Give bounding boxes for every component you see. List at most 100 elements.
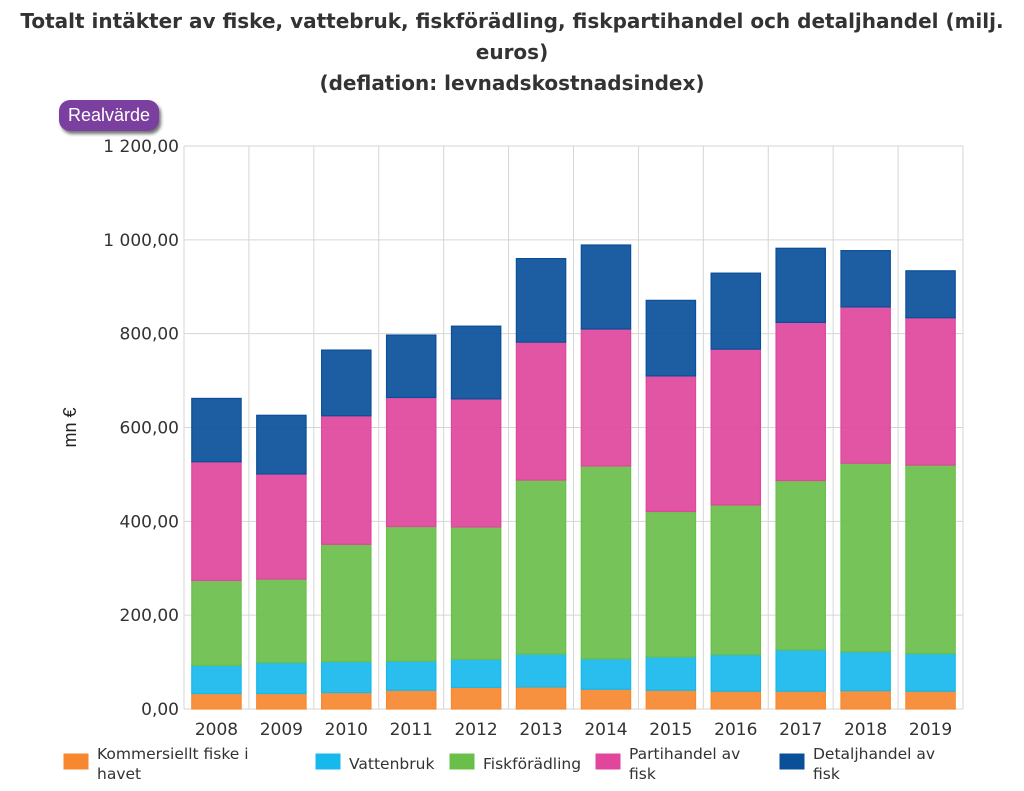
bar-segment-processing-2019[interactable] bbox=[905, 464, 956, 655]
legend-swatch bbox=[449, 753, 475, 770]
legend-item-retail[interactable]: Detaljhandel av fisk bbox=[779, 745, 935, 783]
bar-segment-retail-2016[interactable] bbox=[710, 272, 762, 350]
bar-segment-wholesale-2015[interactable] bbox=[645, 375, 697, 513]
bar-segment-aquaculture-2013[interactable] bbox=[515, 653, 567, 688]
y-tick-label: 600,00 bbox=[120, 419, 179, 439]
bar-segment-wholesale-2010[interactable] bbox=[321, 415, 372, 545]
bar-segment-wholesale-2013[interactable] bbox=[515, 341, 567, 481]
bar-stack-2019 bbox=[905, 270, 956, 710]
bar-segment-wholesale-2019[interactable] bbox=[905, 317, 956, 466]
bar-segment-retail-2015[interactable] bbox=[645, 299, 697, 377]
bar-segment-processing-2013[interactable] bbox=[515, 479, 567, 655]
bar-stack-2011 bbox=[385, 334, 437, 710]
bar-segment-aquaculture-2011[interactable] bbox=[385, 660, 437, 691]
y-tick-label: 0,00 bbox=[141, 700, 179, 720]
bar-segment-commercial-2009[interactable] bbox=[256, 692, 307, 710]
bar-segment-retail-2018[interactable] bbox=[840, 250, 891, 308]
bar-segment-processing-2016[interactable] bbox=[710, 504, 762, 656]
bar-segment-wholesale-2008[interactable] bbox=[191, 461, 242, 582]
legend-item-aquaculture[interactable]: Vattenbruk bbox=[315, 753, 434, 773]
bar-segment-processing-2009[interactable] bbox=[256, 578, 307, 664]
y-tick-label: 1 000,00 bbox=[103, 231, 179, 251]
bar-segment-wholesale-2014[interactable] bbox=[580, 328, 632, 467]
bar-segment-wholesale-2012[interactable] bbox=[450, 398, 502, 528]
legend: Kommersiellt fiske i havet Vattenbruk Fiskf… bbox=[63, 745, 935, 783]
bar-segment-aquaculture-2014[interactable] bbox=[580, 658, 632, 690]
bar-segment-processing-2018[interactable] bbox=[840, 462, 891, 653]
x-tick-label: 2015 bbox=[649, 720, 692, 740]
bar-segment-aquaculture-2019[interactable] bbox=[905, 653, 956, 692]
bar-segment-aquaculture-2009[interactable] bbox=[256, 661, 307, 695]
bar-segment-aquaculture-2010[interactable] bbox=[321, 661, 372, 694]
bar-segment-wholesale-2009[interactable] bbox=[256, 473, 307, 580]
bar-segment-commercial-2013[interactable] bbox=[515, 686, 567, 710]
legend-label: Detaljhandel av fisk bbox=[813, 745, 935, 783]
bar-segment-commercial-2015[interactable] bbox=[645, 689, 697, 710]
bar-segment-aquaculture-2008[interactable] bbox=[191, 664, 242, 695]
bar-segment-commercial-2011[interactable] bbox=[385, 689, 437, 710]
y-tick-label: 800,00 bbox=[120, 325, 179, 345]
bar-segment-commercial-2017[interactable] bbox=[775, 690, 826, 710]
bar-segment-retail-2017[interactable] bbox=[775, 247, 826, 324]
y-axis-ticks: 0,00 200,00 400,00 600,00 800,00 1 000,00 1 20… bbox=[103, 137, 179, 720]
legend-item-wholesale[interactable]: Partihandel av fisk bbox=[595, 745, 740, 783]
bar-segment-retail-2012[interactable] bbox=[450, 325, 502, 400]
bar-segment-retail-2011[interactable] bbox=[385, 334, 437, 399]
bar-segment-aquaculture-2015[interactable] bbox=[645, 656, 697, 691]
x-tick-label: 2008 bbox=[195, 720, 238, 740]
bar-segment-commercial-2016[interactable] bbox=[710, 690, 762, 710]
bar-segment-retail-2014[interactable] bbox=[580, 244, 632, 330]
x-tick-label: 2019 bbox=[909, 720, 952, 740]
bar-segment-processing-2011[interactable] bbox=[385, 525, 437, 662]
bar-segment-aquaculture-2016[interactable] bbox=[710, 653, 762, 692]
bar-stack-2016 bbox=[710, 272, 762, 710]
bar-segment-processing-2012[interactable] bbox=[450, 526, 502, 660]
bar-stack-2017 bbox=[775, 247, 826, 710]
bar-segment-commercial-2014[interactable] bbox=[580, 688, 632, 710]
bar-segment-wholesale-2016[interactable] bbox=[710, 348, 762, 506]
x-tick-label: 2014 bbox=[584, 720, 627, 740]
bar-segment-retail-2019[interactable] bbox=[905, 270, 956, 319]
legend-swatch bbox=[779, 753, 805, 770]
bar-segment-commercial-2010[interactable] bbox=[321, 691, 372, 710]
x-tick-label: 2010 bbox=[325, 720, 368, 740]
bar-stack-2018 bbox=[840, 250, 891, 710]
x-tick-label: 2016 bbox=[714, 720, 757, 740]
bar-segment-commercial-2012[interactable] bbox=[450, 686, 502, 710]
bar-segment-processing-2014[interactable] bbox=[580, 465, 632, 660]
legend-label: Vattenbruk bbox=[349, 755, 434, 773]
bar-segment-commercial-2008[interactable] bbox=[191, 692, 242, 710]
bar-segment-commercial-2019[interactable] bbox=[905, 690, 956, 710]
bar-segment-retail-2010[interactable] bbox=[321, 349, 372, 417]
bar-segment-aquaculture-2018[interactable] bbox=[840, 651, 891, 692]
bar-segment-retail-2013[interactable] bbox=[515, 258, 567, 343]
bar-segment-processing-2010[interactable] bbox=[321, 543, 372, 663]
bar-segment-wholesale-2011[interactable] bbox=[385, 396, 437, 528]
legend-item-commercial[interactable]: Kommersiellt fiske i havet bbox=[63, 745, 249, 783]
bar-segment-retail-2009[interactable] bbox=[256, 414, 307, 475]
legend-swatch bbox=[315, 753, 341, 770]
bar-segment-wholesale-2017[interactable] bbox=[775, 321, 826, 482]
bar-segment-processing-2015[interactable] bbox=[645, 510, 697, 658]
bar-segment-aquaculture-2017[interactable] bbox=[775, 649, 826, 692]
x-axis-ticks: 2008 2009 2010 2011 2012 2013 2014 2015 2016 2017… bbox=[195, 720, 952, 740]
bar-segment-commercial-2018[interactable] bbox=[840, 690, 891, 710]
x-tick-label: 2011 bbox=[390, 720, 433, 740]
bar-segment-aquaculture-2012[interactable] bbox=[450, 658, 502, 689]
bar-stack-2012 bbox=[450, 325, 502, 710]
y-axis-label: mn € bbox=[60, 407, 80, 447]
bar-stack-2013 bbox=[515, 258, 567, 710]
bar-stacks bbox=[191, 244, 956, 710]
bar-segment-retail-2008[interactable] bbox=[191, 397, 242, 463]
bar-segment-wholesale-2018[interactable] bbox=[840, 306, 891, 464]
legend-item-processing[interactable]: Fiskförädling bbox=[449, 753, 581, 773]
legend-swatch bbox=[63, 753, 89, 770]
legend-swatch bbox=[595, 753, 621, 770]
realvarde-toggle-button[interactable]: Realvärde bbox=[59, 100, 160, 131]
bar-segment-processing-2008[interactable] bbox=[191, 579, 242, 666]
bar-segment-processing-2017[interactable] bbox=[775, 479, 826, 651]
chart-title: Totalt intäkter av fiske, vattebruk, fis… bbox=[0, 6, 1024, 99]
bar-stack-2008 bbox=[191, 397, 242, 710]
chart-title-line-2: (deflation: levnadskostnadsindex) bbox=[319, 71, 705, 95]
x-tick-label: 2009 bbox=[260, 720, 303, 740]
